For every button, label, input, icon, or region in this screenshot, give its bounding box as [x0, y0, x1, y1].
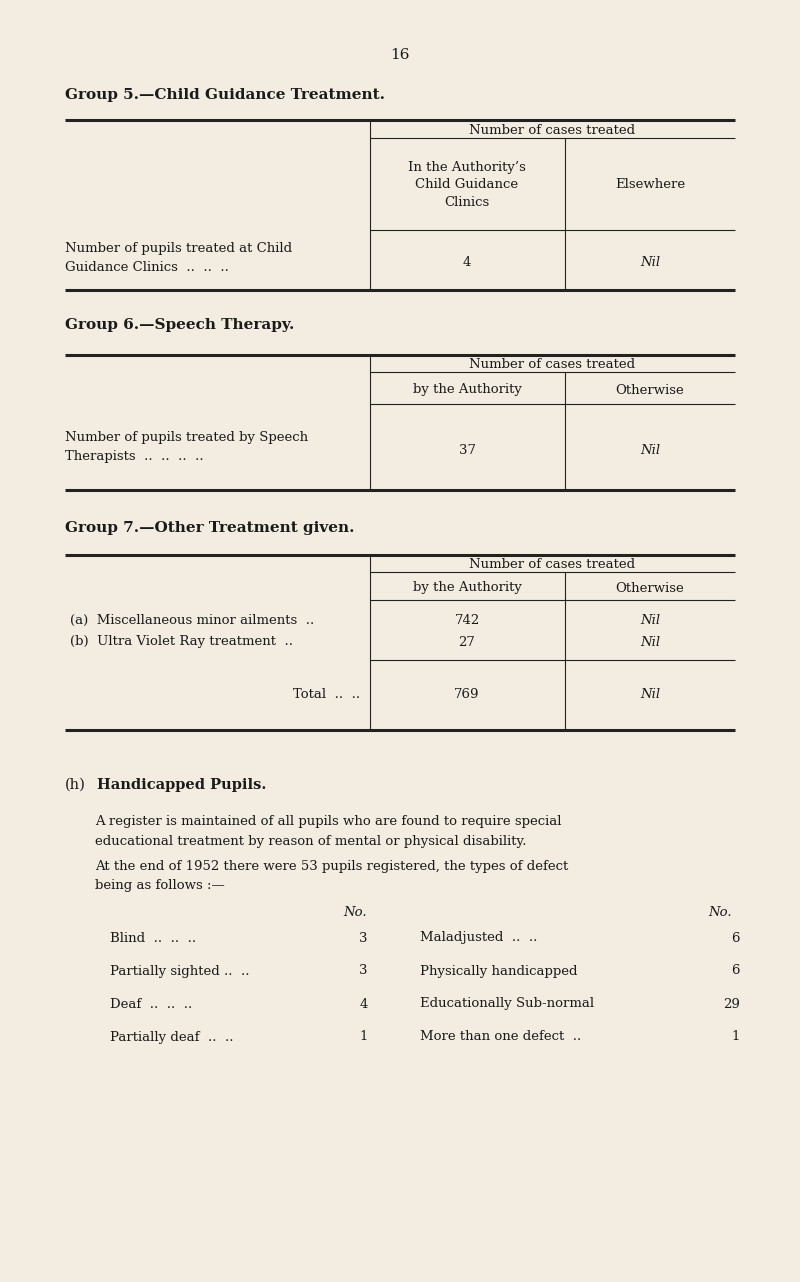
Text: Number of cases treated: Number of cases treated	[470, 559, 635, 572]
Text: Physically handicapped: Physically handicapped	[420, 964, 578, 977]
Text: 1: 1	[732, 1031, 740, 1044]
Text: Group 6.—Speech Therapy.: Group 6.—Speech Therapy.	[65, 318, 294, 332]
Text: In the Authority’s
Child Guidance
Clinics: In the Authority’s Child Guidance Clinic…	[408, 160, 526, 209]
Text: Deaf  ..  ..  ..: Deaf .. .. ..	[110, 997, 192, 1010]
Text: 29: 29	[723, 997, 740, 1010]
Text: 1: 1	[360, 1031, 368, 1044]
Text: Elsewhere: Elsewhere	[615, 178, 685, 191]
Text: Nil: Nil	[640, 445, 660, 458]
Text: No.: No.	[708, 905, 732, 918]
Text: Number of pupils treated at Child
Guidance Clinics  ..  ..  ..: Number of pupils treated at Child Guidan…	[65, 242, 292, 274]
Text: Group 5.—Child Guidance Treatment.: Group 5.—Child Guidance Treatment.	[65, 88, 385, 103]
Text: 6: 6	[731, 964, 740, 977]
Text: (a)  Miscellaneous minor ailments  ..: (a) Miscellaneous minor ailments ..	[70, 614, 314, 627]
Text: A register is maintained of all pupils who are found to require special
educatio: A register is maintained of all pupils w…	[95, 815, 562, 847]
Text: Otherwise: Otherwise	[616, 383, 684, 396]
Text: by the Authority: by the Authority	[413, 582, 522, 595]
Text: Educationally Sub-normal: Educationally Sub-normal	[420, 997, 594, 1010]
Text: Nil: Nil	[640, 688, 660, 701]
Text: 4: 4	[463, 255, 471, 268]
Text: 742: 742	[454, 614, 480, 627]
Text: Partially deaf  ..  ..: Partially deaf .. ..	[110, 1031, 234, 1044]
Text: 27: 27	[458, 636, 475, 649]
Text: Otherwise: Otherwise	[616, 582, 684, 595]
Text: Number of cases treated: Number of cases treated	[470, 124, 635, 137]
Text: (b)  Ultra Violet Ray treatment  ..: (b) Ultra Violet Ray treatment ..	[70, 636, 293, 649]
Text: Partially sighted ..  ..: Partially sighted .. ..	[110, 964, 250, 977]
Text: Group 7.—Other Treatment given.: Group 7.—Other Treatment given.	[65, 520, 354, 535]
Text: 16: 16	[390, 47, 410, 62]
Text: Total  ..  ..: Total .. ..	[293, 688, 360, 701]
Text: Number of cases treated: Number of cases treated	[470, 359, 635, 372]
Text: Blind  ..  ..  ..: Blind .. .. ..	[110, 932, 196, 945]
Text: 3: 3	[359, 932, 368, 945]
Text: Nil: Nil	[640, 636, 660, 649]
Text: Number of pupils treated by Speech
Therapists  ..  ..  ..  ..: Number of pupils treated by Speech Thera…	[65, 431, 308, 463]
Text: 37: 37	[458, 445, 475, 458]
Text: No.: No.	[343, 905, 367, 918]
Text: (h): (h)	[65, 778, 86, 792]
Text: Nil: Nil	[640, 614, 660, 627]
Text: More than one defect  ..: More than one defect ..	[420, 1031, 582, 1044]
Text: 6: 6	[731, 932, 740, 945]
Text: At the end of 1952 there were 53 pupils registered, the types of defect
being as: At the end of 1952 there were 53 pupils …	[95, 860, 568, 892]
Text: by the Authority: by the Authority	[413, 383, 522, 396]
Text: 4: 4	[360, 997, 368, 1010]
Text: Nil: Nil	[640, 255, 660, 268]
Text: Handicapped Pupils.: Handicapped Pupils.	[97, 778, 266, 792]
Text: Maladjusted  ..  ..: Maladjusted .. ..	[420, 932, 538, 945]
Text: 769: 769	[454, 688, 480, 701]
Text: 3: 3	[359, 964, 368, 977]
